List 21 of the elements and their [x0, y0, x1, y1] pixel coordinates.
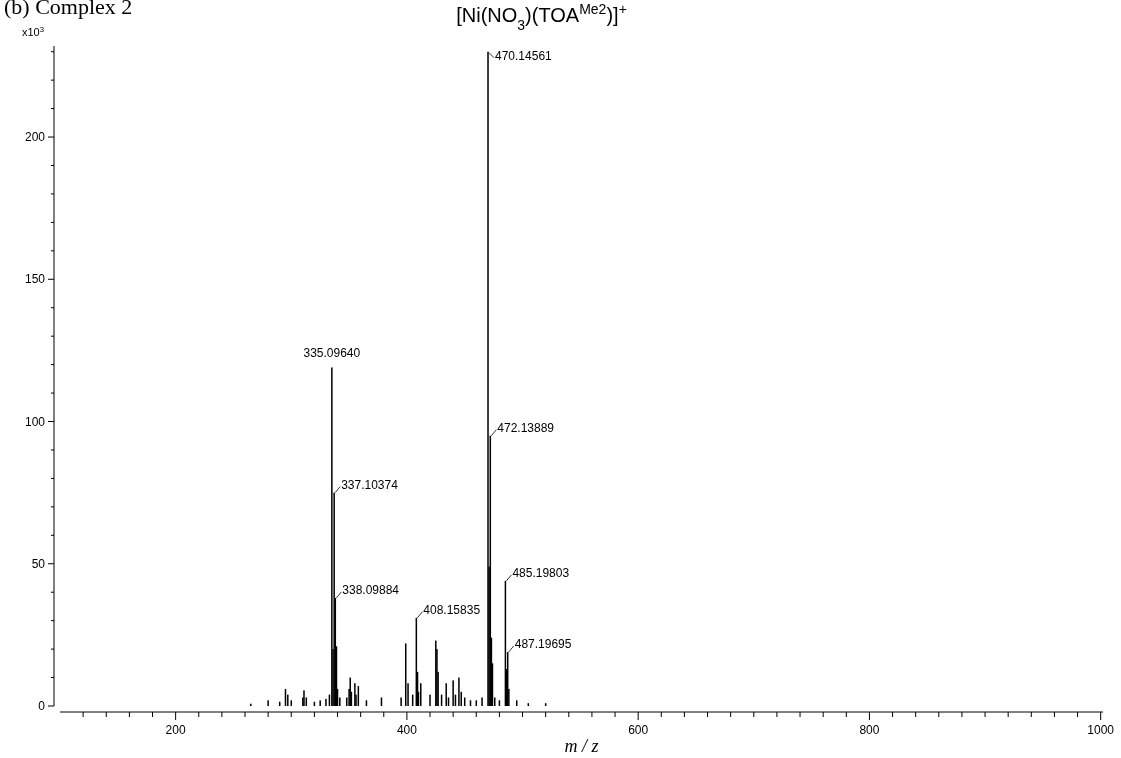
- x-tick-label: 200: [165, 723, 186, 737]
- annotation: 472.13889: [497, 420, 555, 435]
- annotation: 487.19695: [514, 636, 572, 651]
- x-tick-label: 800: [859, 723, 880, 737]
- x-tick-label: 400: [396, 723, 418, 737]
- y-tick-label: 100: [24, 414, 46, 429]
- chart-subtitle: [Ni(NO$_{3}$)(TOA$^{Me2}$)]$^{+}$: [456, 1, 627, 33]
- x-axis-title: m / z: [564, 736, 599, 756]
- annotation: 338.09884: [342, 582, 400, 597]
- annotation: 470.14561: [495, 48, 553, 63]
- annotation: 335.09640: [303, 346, 361, 361]
- y-tick-label: 150: [24, 272, 46, 287]
- y-tick-label: 0: [38, 699, 46, 714]
- x-tick-label: 1000: [1087, 723, 1115, 737]
- annotation: 337.10374: [341, 477, 399, 492]
- annotation: 485.19803: [512, 565, 570, 580]
- y-axis-title: x10$^{3}$: [22, 24, 45, 38]
- annotation: 408.15835: [423, 602, 481, 617]
- y-tick-label: 200: [24, 130, 46, 145]
- y-tick-label: 50: [31, 556, 46, 571]
- x-tick-label: 600: [628, 723, 649, 737]
